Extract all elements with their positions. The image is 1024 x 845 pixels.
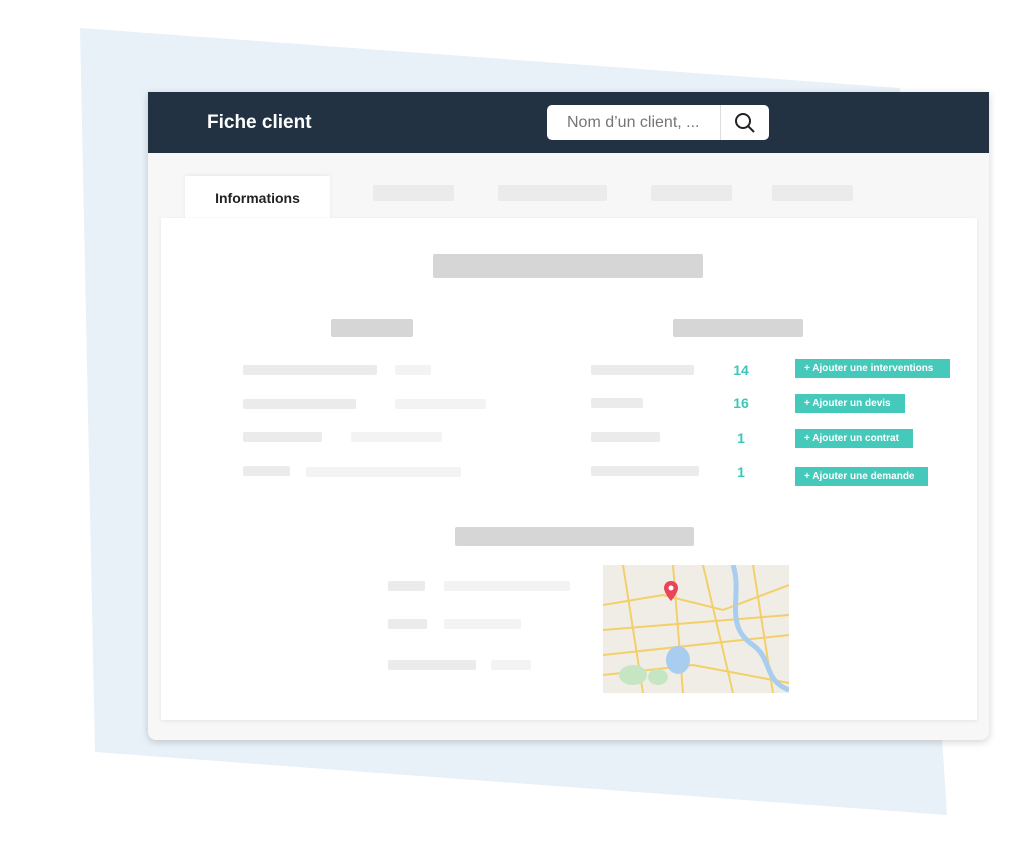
- left-heading-placeholder: [331, 319, 413, 337]
- stat-label-placeholder: [591, 365, 694, 375]
- stat-label-placeholder: [591, 466, 699, 476]
- tab-placeholder[interactable]: [498, 185, 607, 201]
- field-value-placeholder: [351, 432, 442, 442]
- add-intervention-button[interactable]: + Ajouter une interventions: [795, 359, 950, 378]
- search-input[interactable]: [547, 105, 721, 140]
- field-label-placeholder: [243, 399, 356, 409]
- tab-informations[interactable]: Informations: [185, 176, 330, 220]
- page-title: Fiche client: [207, 112, 312, 133]
- address-value-placeholder: [444, 581, 570, 591]
- address-title-placeholder: [455, 527, 694, 546]
- search-box: [547, 105, 769, 140]
- address-label-placeholder: [388, 660, 476, 670]
- add-devis-button[interactable]: + Ajouter un devis: [795, 394, 905, 413]
- tab-placeholder[interactable]: [772, 185, 853, 201]
- location-map[interactable]: [603, 565, 789, 693]
- demande-count: 1: [737, 464, 745, 480]
- field-label-placeholder: [243, 365, 377, 375]
- stat-label-placeholder: [591, 398, 643, 408]
- tab-placeholder[interactable]: [373, 185, 454, 201]
- interventions-count: 14: [733, 362, 749, 378]
- field-value-placeholder: [395, 365, 431, 375]
- search-button[interactable]: [721, 105, 769, 140]
- address-label-placeholder: [388, 581, 425, 591]
- devis-count: 16: [733, 395, 749, 411]
- map-pin-icon: [664, 581, 678, 601]
- address-label-placeholder: [388, 619, 427, 629]
- right-heading-placeholder: [673, 319, 803, 337]
- section-title-placeholder: [433, 254, 703, 278]
- contrat-count: 1: [737, 430, 745, 446]
- stat-label-placeholder: [591, 432, 660, 442]
- address-value-placeholder: [491, 660, 531, 670]
- field-value-placeholder: [306, 467, 461, 477]
- field-label-placeholder: [243, 432, 322, 442]
- map-graphic: [603, 565, 789, 693]
- add-contrat-button[interactable]: + Ajouter un contrat: [795, 429, 913, 448]
- field-value-placeholder: [395, 399, 486, 409]
- search-icon: [735, 112, 755, 133]
- field-label-placeholder: [243, 466, 290, 476]
- tab-placeholder[interactable]: [651, 185, 732, 201]
- address-value-placeholder: [444, 619, 521, 629]
- add-demande-button[interactable]: + Ajouter une demande: [795, 467, 928, 486]
